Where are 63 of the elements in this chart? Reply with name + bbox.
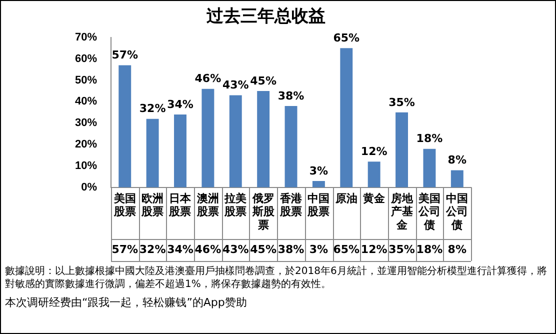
text: 46% [194, 72, 222, 86]
text: 43% [222, 78, 249, 92]
bar [229, 95, 242, 188]
x-tick-label: 欧洲股票 [140, 192, 164, 218]
bar [340, 48, 353, 188]
text: 3% [309, 164, 328, 178]
data-label: 35% [388, 242, 415, 256]
bar [396, 112, 408, 188]
text: 本次调研经费由“跟我一起，轻松赚钱”的App赞助 [5, 296, 248, 309]
x-tick-label: 澳洲股票 [196, 192, 219, 218]
y-tick-label: 30% [74, 117, 98, 130]
text: 57% [112, 48, 138, 62]
text: 32% [139, 102, 166, 116]
x-tick-label: 黄金 [362, 192, 386, 206]
bar [284, 106, 298, 188]
data-label: 34% [167, 242, 194, 256]
x-tick-label: 原油 [334, 192, 358, 206]
data-label: 46% [194, 242, 222, 256]
bar [450, 170, 464, 188]
chart-title: 过去三年总收益 [206, 6, 326, 27]
x-tick-label: 美国股票 [112, 192, 136, 218]
data-label: 38% [278, 242, 304, 256]
y-tick-label: 60% [74, 52, 98, 65]
data-label: 8% [448, 242, 466, 256]
y-tick-label: 50% [74, 74, 98, 86]
x-tick-label: 香港股票 [279, 192, 304, 218]
y-tick-label: 40% [74, 96, 98, 108]
x-tick-label: 房地产基金 [390, 192, 414, 232]
data-label: 45% [250, 242, 276, 256]
y-tick-label: 0% [81, 181, 98, 194]
x-tick-label: 中国股票 [306, 192, 330, 218]
text: 45% [250, 74, 276, 88]
bar [202, 88, 214, 188]
data-label: 65% [333, 242, 360, 256]
bar [174, 114, 186, 188]
y-tick-label: 10% [74, 160, 98, 172]
x-tick-label: 中国公司债 [445, 192, 468, 232]
bar [423, 148, 436, 188]
bar [257, 90, 270, 188]
data-label: 57% [112, 242, 138, 256]
x-tick-label: 拉美股票 [224, 192, 247, 218]
text: 18% [416, 132, 443, 146]
bar [146, 118, 159, 188]
text: 34% [167, 98, 194, 111]
x-tick-label: 日本股票 [168, 192, 192, 218]
y-tick-label: 20% [74, 138, 98, 151]
data-label: 32% [139, 242, 166, 256]
data-label: 12% [360, 242, 388, 256]
text: 38% [278, 89, 304, 102]
data-label: 18% [416, 242, 443, 256]
x-tick-label: 美国公司债 [417, 192, 440, 232]
text: 35% [388, 96, 415, 109]
data-label: 3% [309, 242, 328, 256]
text: 65% [333, 31, 360, 44]
text: 12% [360, 145, 388, 158]
x-tick-label: 俄罗斯股票 [251, 192, 276, 232]
text: 數據說明：以上數據根據中國大陸及港澳臺用戶抽樣問卷調查，於2018年6月統計，並運用智能分析模型進行計算獲得，將對敏感的實際數據進行微調，偏差不超過1%，將保存數據趨勢的有效性。 [5, 265, 548, 291]
y-tick-label: 70% [74, 31, 98, 44]
data-label: 43% [222, 242, 249, 256]
bar [368, 162, 380, 188]
bar [118, 65, 132, 188]
bar [312, 180, 325, 188]
text: 8% [448, 154, 466, 167]
